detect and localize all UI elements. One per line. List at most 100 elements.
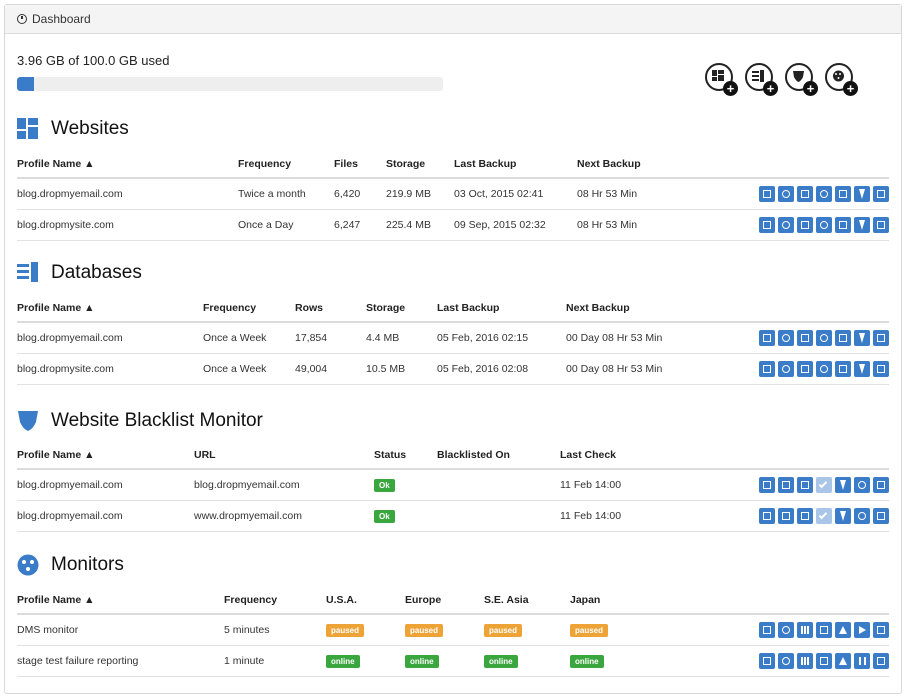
- row-actions: [721, 353, 889, 385]
- backup-now-button[interactable]: [854, 361, 870, 377]
- restore-button[interactable]: [835, 330, 851, 346]
- column-header-se-asia: S.E. Asia: [484, 587, 570, 615]
- last-backup: 05 Feb, 2016 02:08: [437, 353, 566, 385]
- history-button[interactable]: [778, 653, 794, 669]
- column-header-last-check: Last Check: [560, 442, 730, 470]
- grid-button[interactable]: [778, 508, 794, 524]
- history-button[interactable]: [778, 622, 794, 638]
- shield-icon: [18, 411, 38, 431]
- blacklist-section: Website Blacklist Monitor Profile Name ▲…: [17, 409, 889, 532]
- status-usa: online: [326, 645, 405, 677]
- profile-name: blog.dropmysite.com: [17, 209, 238, 241]
- delete-button[interactable]: [873, 330, 889, 346]
- history-button[interactable]: [778, 186, 794, 202]
- backup-now-button[interactable]: [854, 217, 870, 233]
- status-usa: paused: [326, 614, 405, 646]
- column-header-next-backup: Next Backup: [577, 151, 717, 179]
- row-actions: [717, 209, 889, 241]
- edit-button[interactable]: [759, 477, 775, 493]
- pause-button[interactable]: [854, 653, 870, 669]
- delete-button[interactable]: [873, 477, 889, 493]
- column-header-url: URL: [194, 442, 374, 470]
- next-backup: 00 Day 08 Hr 53 Min: [566, 353, 721, 385]
- dashboard-panel: Dashboard 3.96 GB of 100.0 GB used + + +…: [4, 4, 902, 694]
- restore-button[interactable]: [835, 217, 851, 233]
- history-button[interactable]: [778, 361, 794, 377]
- status-se-asia: online: [484, 645, 570, 677]
- delete-button[interactable]: [873, 653, 889, 669]
- files-list-button[interactable]: [797, 330, 813, 346]
- column-header-files: Files: [334, 151, 386, 179]
- delete-button[interactable]: [873, 508, 889, 524]
- add-toolbar: + + + +: [705, 63, 858, 96]
- row-actions: [717, 178, 889, 210]
- scan-now-button[interactable]: [835, 477, 851, 493]
- section-title: Monitors: [51, 554, 124, 575]
- edit-button[interactable]: [759, 622, 775, 638]
- frequency: Once a Week: [203, 322, 295, 354]
- frequency: Once a Week: [203, 353, 295, 385]
- list-button[interactable]: [816, 622, 832, 638]
- column-header-profile-name[interactable]: Profile Name ▲: [17, 295, 203, 323]
- download-button[interactable]: [816, 330, 832, 346]
- status: Ok: [374, 500, 437, 532]
- delete-button[interactable]: [873, 361, 889, 377]
- edit-button[interactable]: [759, 361, 775, 377]
- report-button[interactable]: [797, 477, 813, 493]
- files-list-button[interactable]: [797, 217, 813, 233]
- edit-button[interactable]: [759, 186, 775, 202]
- scan-now-button[interactable]: [835, 508, 851, 524]
- delete-button[interactable]: [873, 186, 889, 202]
- delete-button[interactable]: [873, 622, 889, 638]
- last-backup: 05 Feb, 2016 02:15: [437, 322, 566, 354]
- column-header-last-backup: Last Backup: [437, 295, 566, 323]
- alerts-button[interactable]: [835, 622, 851, 638]
- column-header-profile-name[interactable]: Profile Name ▲: [17, 587, 224, 615]
- play-button[interactable]: [854, 622, 870, 638]
- add-blacklist-monitor-icon[interactable]: +: [785, 63, 818, 96]
- backup-now-button[interactable]: [854, 330, 870, 346]
- restore-button[interactable]: [835, 186, 851, 202]
- check-button[interactable]: [816, 477, 832, 493]
- stats-button[interactable]: [797, 653, 813, 669]
- search-button[interactable]: [854, 508, 870, 524]
- alerts-button[interactable]: [835, 653, 851, 669]
- blacklisted-on: [437, 469, 560, 501]
- edit-button[interactable]: [759, 217, 775, 233]
- column-header-profile-name[interactable]: Profile Name ▲: [17, 151, 238, 179]
- edit-button[interactable]: [759, 330, 775, 346]
- download-button[interactable]: [816, 361, 832, 377]
- history-button[interactable]: [778, 217, 794, 233]
- check-button[interactable]: [816, 508, 832, 524]
- stats-button[interactable]: [797, 622, 813, 638]
- list-button[interactable]: [816, 653, 832, 669]
- add-website-icon[interactable]: +: [705, 63, 738, 96]
- download-button[interactable]: [816, 186, 832, 202]
- download-button[interactable]: [816, 217, 832, 233]
- restore-button[interactable]: [835, 361, 851, 377]
- profile-name: stage test failure reporting: [17, 645, 224, 677]
- search-button[interactable]: [854, 477, 870, 493]
- last-backup: 09 Sep, 2015 02:32: [454, 209, 577, 241]
- section-title: Databases: [51, 262, 142, 283]
- edit-button[interactable]: [759, 653, 775, 669]
- backup-now-button[interactable]: [854, 186, 870, 202]
- edit-button[interactable]: [759, 508, 775, 524]
- column-header-storage: Storage: [386, 151, 454, 179]
- files-list-button[interactable]: [797, 186, 813, 202]
- column-header-profile-name[interactable]: Profile Name ▲: [17, 442, 194, 470]
- section-title: Websites: [51, 118, 129, 139]
- files-list-button[interactable]: [797, 361, 813, 377]
- history-button[interactable]: [778, 330, 794, 346]
- report-button[interactable]: [797, 508, 813, 524]
- add-monitor-icon[interactable]: +: [825, 63, 858, 96]
- grid-button[interactable]: [778, 477, 794, 493]
- url: www.dropmyemail.com: [194, 500, 374, 532]
- profile-name: blog.dropmyemail.com: [17, 500, 194, 532]
- next-backup: 08 Hr 53 Min: [577, 209, 717, 241]
- delete-button[interactable]: [873, 217, 889, 233]
- column-header-japan: Japan: [570, 587, 710, 615]
- storage-usage-bar: [17, 77, 443, 91]
- table-row: blog.dropmysite.com Once a Day 6,247 225…: [17, 209, 889, 241]
- add-database-icon[interactable]: +: [745, 63, 778, 96]
